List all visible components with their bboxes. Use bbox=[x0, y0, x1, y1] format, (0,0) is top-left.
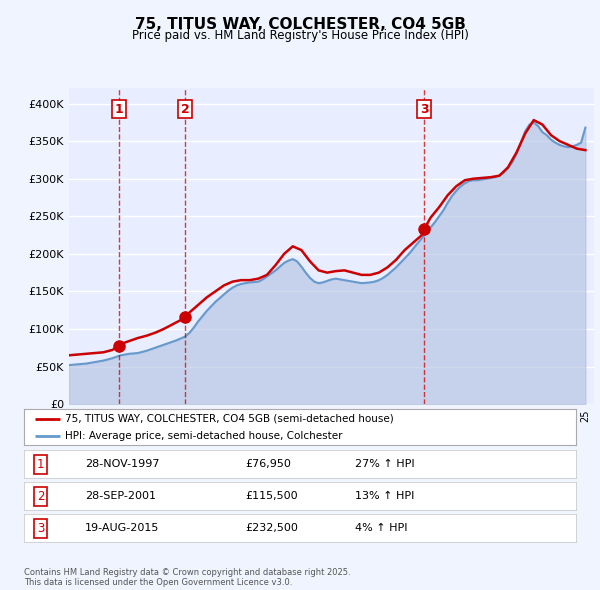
Text: £232,500: £232,500 bbox=[245, 523, 298, 533]
Text: 75, TITUS WAY, COLCHESTER, CO4 5GB: 75, TITUS WAY, COLCHESTER, CO4 5GB bbox=[134, 17, 466, 31]
Text: 3: 3 bbox=[420, 103, 428, 116]
Text: £115,500: £115,500 bbox=[245, 491, 298, 501]
Text: 27% ↑ HPI: 27% ↑ HPI bbox=[355, 460, 415, 469]
Text: 1: 1 bbox=[115, 103, 124, 116]
Text: 2: 2 bbox=[181, 103, 190, 116]
Text: HPI: Average price, semi-detached house, Colchester: HPI: Average price, semi-detached house,… bbox=[65, 431, 343, 441]
Text: 19-AUG-2015: 19-AUG-2015 bbox=[85, 523, 159, 533]
Text: £76,950: £76,950 bbox=[245, 460, 290, 469]
Text: 28-SEP-2001: 28-SEP-2001 bbox=[85, 491, 156, 501]
Text: 3: 3 bbox=[37, 522, 44, 535]
Text: Contains HM Land Registry data © Crown copyright and database right 2025.
This d: Contains HM Land Registry data © Crown c… bbox=[24, 568, 350, 587]
Text: 4% ↑ HPI: 4% ↑ HPI bbox=[355, 523, 408, 533]
Text: 1: 1 bbox=[37, 458, 44, 471]
Text: 75, TITUS WAY, COLCHESTER, CO4 5GB (semi-detached house): 75, TITUS WAY, COLCHESTER, CO4 5GB (semi… bbox=[65, 414, 394, 424]
Text: 28-NOV-1997: 28-NOV-1997 bbox=[85, 460, 159, 469]
Text: 2: 2 bbox=[37, 490, 44, 503]
Text: Price paid vs. HM Land Registry's House Price Index (HPI): Price paid vs. HM Land Registry's House … bbox=[131, 30, 469, 42]
Text: 13% ↑ HPI: 13% ↑ HPI bbox=[355, 491, 415, 501]
